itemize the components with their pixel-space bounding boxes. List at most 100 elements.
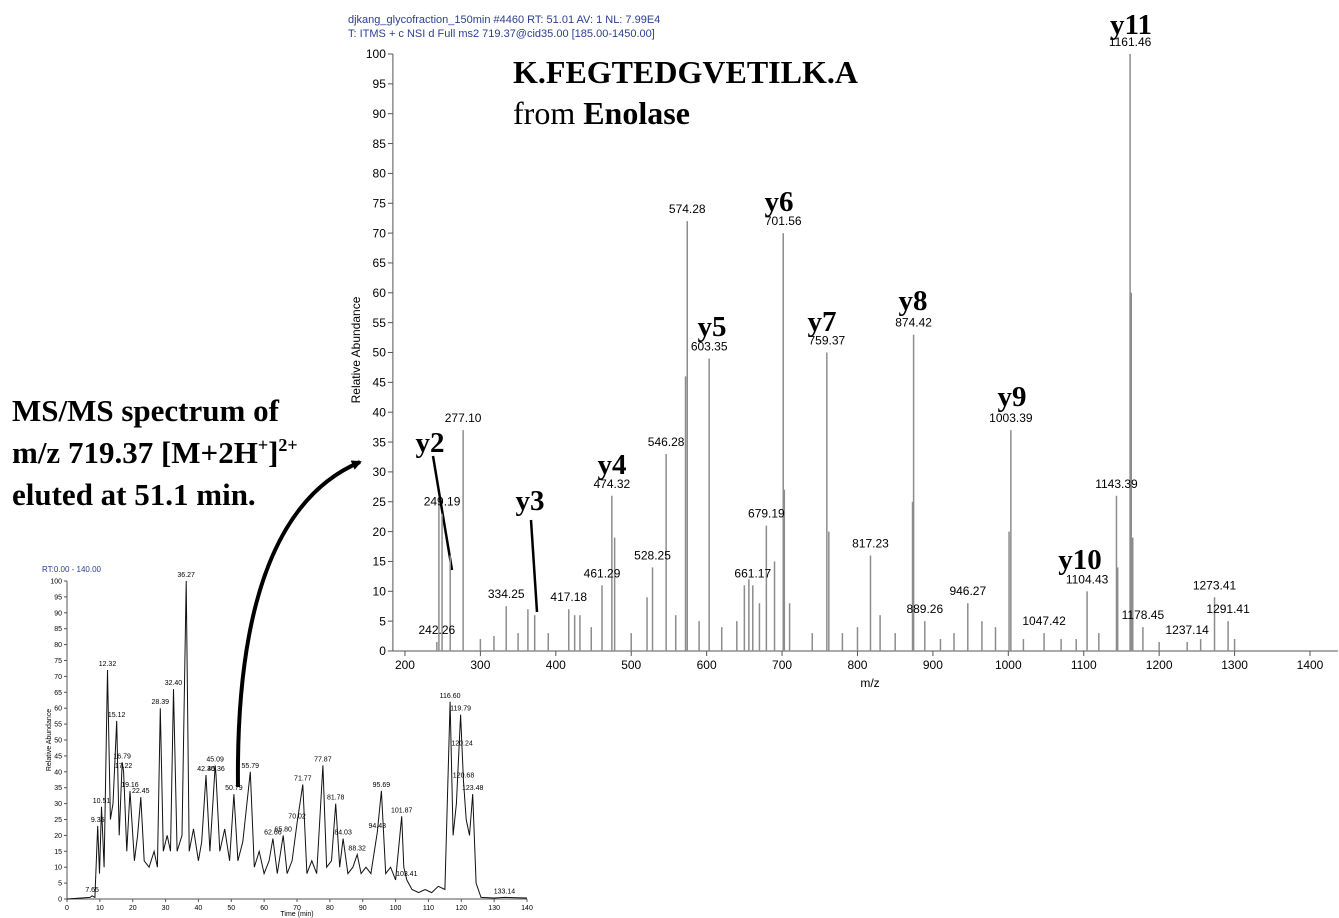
peak-label: 1047.42: [1022, 614, 1066, 628]
peak-label: 1291.41: [1206, 602, 1250, 616]
y-tick-label: 50: [373, 346, 387, 360]
peak-label: 334.25: [488, 587, 525, 601]
trace: [66, 580, 528, 900]
y-tick-label: 80: [373, 167, 387, 181]
peak-label: 12.32: [99, 661, 117, 668]
x-tick-label: 50: [227, 905, 235, 912]
y-tick-label: 70: [54, 674, 62, 681]
peak-label: 817.23: [852, 536, 889, 550]
y-tick-label: 65: [54, 690, 62, 697]
x-tick-label: 500: [621, 658, 641, 672]
ion-label: y10: [1058, 544, 1102, 576]
x-tick-label: 1400: [1297, 658, 1324, 672]
chart-header: RT:0.00 - 140.00: [42, 565, 102, 574]
peak-label: 1273.41: [1193, 578, 1237, 592]
peak-label: 1104.43: [1066, 572, 1109, 586]
y-tick-label: 45: [54, 753, 62, 760]
peak-label: 10.51: [93, 798, 111, 805]
peak-label: 946.27: [949, 584, 986, 598]
peak-label: 889.26: [906, 602, 943, 616]
y-tick-label: 75: [373, 196, 387, 210]
y-tick-label: 80: [54, 642, 62, 649]
ion-label: y4: [598, 449, 627, 481]
spectrum-header: T: ITMS + c NSI d Full ms2 719.37@cid35.…: [348, 28, 655, 40]
peak-label: 574.28: [669, 202, 706, 216]
protein-subtitle: from Enolase: [513, 95, 690, 131]
ion-label: y7: [808, 306, 837, 338]
peak-label: 42.30: [197, 766, 215, 773]
peak-label: 94.43: [369, 823, 387, 830]
y-tick-label: 50: [54, 737, 62, 744]
ion-label: y9: [998, 381, 1027, 413]
peak-label: 116.60: [440, 693, 461, 700]
y-tick-label: 55: [54, 722, 62, 729]
x-tick-label: 1300: [1221, 658, 1248, 672]
y-tick-label: 90: [54, 610, 62, 617]
x-tick-label: 300: [470, 658, 490, 672]
peak-label: 1161.46: [1109, 35, 1152, 49]
peak-label: 277.10: [445, 411, 482, 425]
x-tick-label: 400: [546, 658, 566, 672]
y-tick-label: 60: [54, 706, 62, 713]
peak-label: 474.32: [594, 477, 631, 491]
peak-label: 17.22: [115, 763, 133, 770]
peak-label: 7.65: [85, 887, 99, 894]
subtitle: Enolase: [583, 95, 690, 131]
x-tick-label: 100: [390, 905, 402, 912]
y-tick-label: 60: [373, 286, 387, 300]
spectrum-header: djkang_glycofraction_150min #4460 RT: 51…: [348, 14, 660, 26]
leader-line: [431, 455, 454, 571]
note-line: m/z 719.37 [M+2H+]2+: [12, 435, 298, 470]
x-tick-label: 1100: [1071, 658, 1097, 672]
peak-label: 22.45: [132, 788, 150, 795]
y-tick-label: 40: [373, 405, 387, 419]
y-tick-label: 20: [373, 525, 387, 539]
y-tick-label: 20: [54, 833, 62, 840]
peak-label: 1143.39: [1095, 477, 1138, 491]
y-tick-label: 5: [379, 614, 386, 628]
peak-label: 77.87: [314, 756, 332, 763]
peak-label: 133.14: [494, 888, 516, 895]
peak-label: 65.80: [274, 826, 292, 833]
x-tick-label: 110: [423, 905, 434, 912]
y-tick-label: 10: [373, 585, 387, 599]
y-tick-label: 85: [373, 137, 387, 151]
x-tick-label: 30: [162, 905, 170, 912]
x-tick-label: 1000: [995, 658, 1022, 672]
peak-label: 9.35: [91, 817, 105, 824]
y-tick-label: 85: [54, 626, 62, 633]
peak-label: 528.25: [634, 548, 671, 562]
peak-label: 19.16: [121, 782, 139, 789]
peak-label: 417.18: [550, 590, 587, 604]
peak-label: 701.56: [765, 214, 802, 228]
x-tick-label: 140: [521, 905, 533, 912]
x-tick-label: 900: [923, 658, 943, 672]
x-tick-label: 80: [326, 905, 334, 912]
y-tick-label: 0: [58, 896, 62, 903]
y-axis-label: Relative Abundance: [349, 296, 363, 403]
peak-label: 679.19: [748, 507, 785, 521]
y-tick-label: 65: [373, 256, 387, 270]
ion-label: y8: [899, 285, 928, 317]
y-tick-label: 5: [58, 881, 62, 888]
peak-label: 62.66: [264, 830, 282, 837]
peak-label: 36.27: [177, 572, 195, 579]
peak-label: 32.40: [165, 680, 183, 687]
y-tick-label: 90: [373, 107, 387, 121]
peak-label: 84.03: [334, 830, 352, 837]
peak-label: 249.19: [424, 495, 461, 509]
arrow: [235, 460, 362, 788]
y-axis-label: Relative Abundance: [46, 709, 53, 771]
ion-label: y5: [698, 311, 727, 343]
peak-label: 759.37: [808, 334, 845, 348]
x-tick-label: 40: [195, 905, 203, 912]
x-axis-label: Time (min): [280, 911, 313, 918]
peak-label: 1237.14: [1165, 623, 1209, 637]
peak-label: 16.79: [113, 753, 131, 760]
peak-label: 242.26: [418, 623, 455, 637]
peak-label: 103.41: [396, 871, 418, 878]
peak-label: 55.79: [242, 763, 260, 770]
peak-label: 661.17: [734, 566, 771, 580]
y-tick-label: 25: [54, 817, 62, 824]
